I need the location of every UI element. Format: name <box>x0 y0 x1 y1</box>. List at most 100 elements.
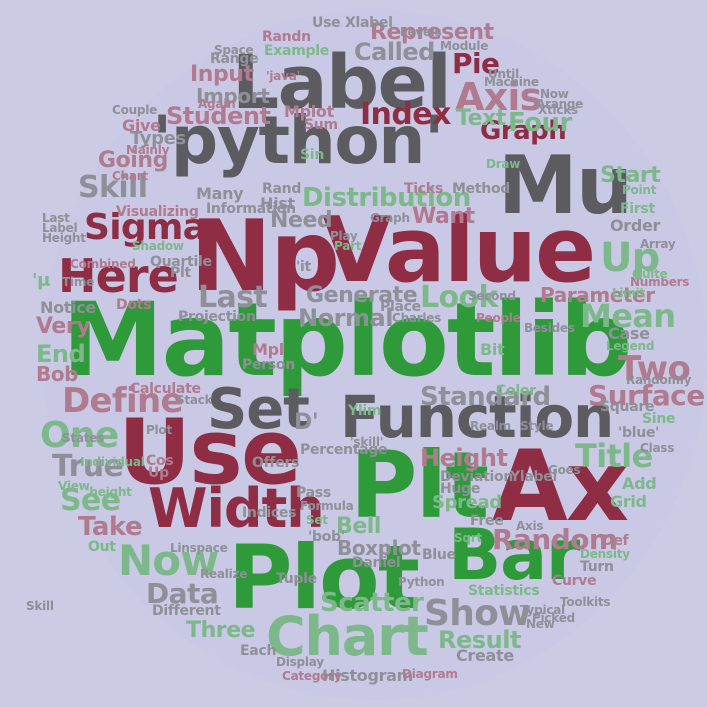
word-method: Method <box>452 181 511 197</box>
word-input: Input <box>190 62 254 87</box>
word-many: Many <box>196 184 244 203</box>
word-indices: Indices <box>242 505 297 521</box>
word-boxplot: Boxplot <box>337 536 421 560</box>
word-different: Different <box>152 603 221 619</box>
word-data: Data <box>146 577 219 610</box>
word-xticks: Xticks <box>538 103 578 117</box>
word-notice: Notice <box>40 298 96 317</box>
word-axis-small: Axis <box>516 519 544 533</box>
word-stack: Stack <box>176 393 213 407</box>
word-start: Start <box>600 163 661 188</box>
word-end: End <box>36 340 86 368</box>
word-cos: Cos <box>146 453 174 469</box>
word-display: Display <box>276 655 324 669</box>
word-goes: Goes <box>548 463 581 477</box>
word-range: Range <box>210 51 259 67</box>
word-width: Width <box>148 477 325 540</box>
word-value: Value <box>322 198 596 303</box>
word-charles: Charles <box>392 311 442 325</box>
word-label: Label <box>232 40 452 126</box>
word-create: Create <box>456 646 514 665</box>
word-called: Called <box>354 38 435 66</box>
word-states: States <box>62 431 105 445</box>
word-sigma: Sigma <box>84 207 207 248</box>
word-generate: Generate <box>306 283 418 308</box>
word-mu: Mu <box>498 139 633 232</box>
word-d: D' <box>294 410 319 435</box>
word-title: Title <box>575 437 653 475</box>
word-typical: Typical <box>520 603 565 617</box>
word-height-quote: 'height <box>86 485 132 499</box>
word-show: Show <box>424 593 531 634</box>
word-besides: Besides <box>524 321 575 335</box>
word-curve: Curve <box>552 573 597 589</box>
word-ticks: Ticks <box>404 181 443 197</box>
word-add: Add <box>622 474 657 493</box>
word-mainly: Mainly <box>126 143 170 157</box>
word-quartile: Quartile <box>150 254 212 270</box>
word-calculate: Calculate <box>130 381 201 397</box>
word-part: Part <box>334 239 362 253</box>
word-distribution: Distribution <box>302 183 471 213</box>
word-limit: Limit <box>612 286 645 300</box>
word-information: Information <box>206 201 296 217</box>
word-index: Index <box>360 97 451 132</box>
word-graph: Graph <box>480 116 567 146</box>
word-toolkits: Toolkits <box>560 595 611 609</box>
word-now-small: Now <box>540 87 569 101</box>
word-normal: Normal <box>298 304 393 332</box>
word-import: Import <box>196 84 270 108</box>
word-represent: Represent <box>370 20 494 45</box>
word-statistics: Statistics <box>468 583 540 599</box>
word-new: New <box>526 617 555 631</box>
word-function: Function <box>340 383 614 451</box>
word-types: Types <box>130 128 186 149</box>
word-hist: Hist <box>260 194 295 213</box>
word-surface: Surface <box>588 379 705 412</box>
word-percentage: Percentage <box>300 442 388 458</box>
word-square: Square <box>600 399 655 415</box>
word-rand: Rand <box>262 181 302 197</box>
word-machine: Machine <box>484 75 539 89</box>
word-ax: Ax <box>492 430 629 544</box>
word-plt: Plt <box>350 432 489 539</box>
word-module: Module <box>440 39 489 53</box>
word-student: Student <box>166 102 271 130</box>
word-ylim: Ylim <box>348 403 382 419</box>
word-skill-small: Skill <box>26 599 54 613</box>
word-legend: Legend <box>606 339 655 353</box>
word-free: Free <box>470 513 504 529</box>
word-mean: Mean <box>580 297 676 335</box>
word-standard: Standard <box>420 382 551 412</box>
word-bell: Bell <box>336 514 382 539</box>
word-plot: Plot <box>228 526 420 629</box>
word-offers: Offers <box>252 455 300 471</box>
word-density: Density <box>580 547 630 561</box>
word-plt-small: Plt <box>170 265 191 281</box>
word-projection: Projection <box>178 309 256 325</box>
word-each: Each <box>240 643 277 659</box>
word-place: Place <box>380 299 421 315</box>
word-axis: Axis <box>455 75 542 119</box>
word-def: Def <box>602 533 629 549</box>
word-individual: Individual <box>80 455 145 469</box>
word-graph-small: Graph <box>370 211 410 225</box>
word-set: Set <box>207 377 310 442</box>
word-formula: Formula <box>300 499 354 513</box>
word-result: Result <box>438 626 521 654</box>
word-mu-small: 'μ <box>32 270 51 291</box>
word-turn: Turn <box>580 559 614 575</box>
word-height-small: Height <box>42 231 86 245</box>
word-tuple: Tuple <box>276 571 317 587</box>
word-realm: Realm <box>470 419 511 433</box>
word-second: Second <box>468 289 516 303</box>
word-example: Example <box>264 43 329 59</box>
word-sum: Sum <box>304 117 338 133</box>
word-true: True <box>52 449 124 484</box>
word-play: Play <box>330 229 358 243</box>
word-pass: Pass <box>296 485 331 501</box>
word-time: Time <box>62 275 94 289</box>
word-label-small: Label <box>42 221 78 235</box>
word-python: 'python' <box>152 102 444 179</box>
word-again: Again <box>198 97 236 111</box>
